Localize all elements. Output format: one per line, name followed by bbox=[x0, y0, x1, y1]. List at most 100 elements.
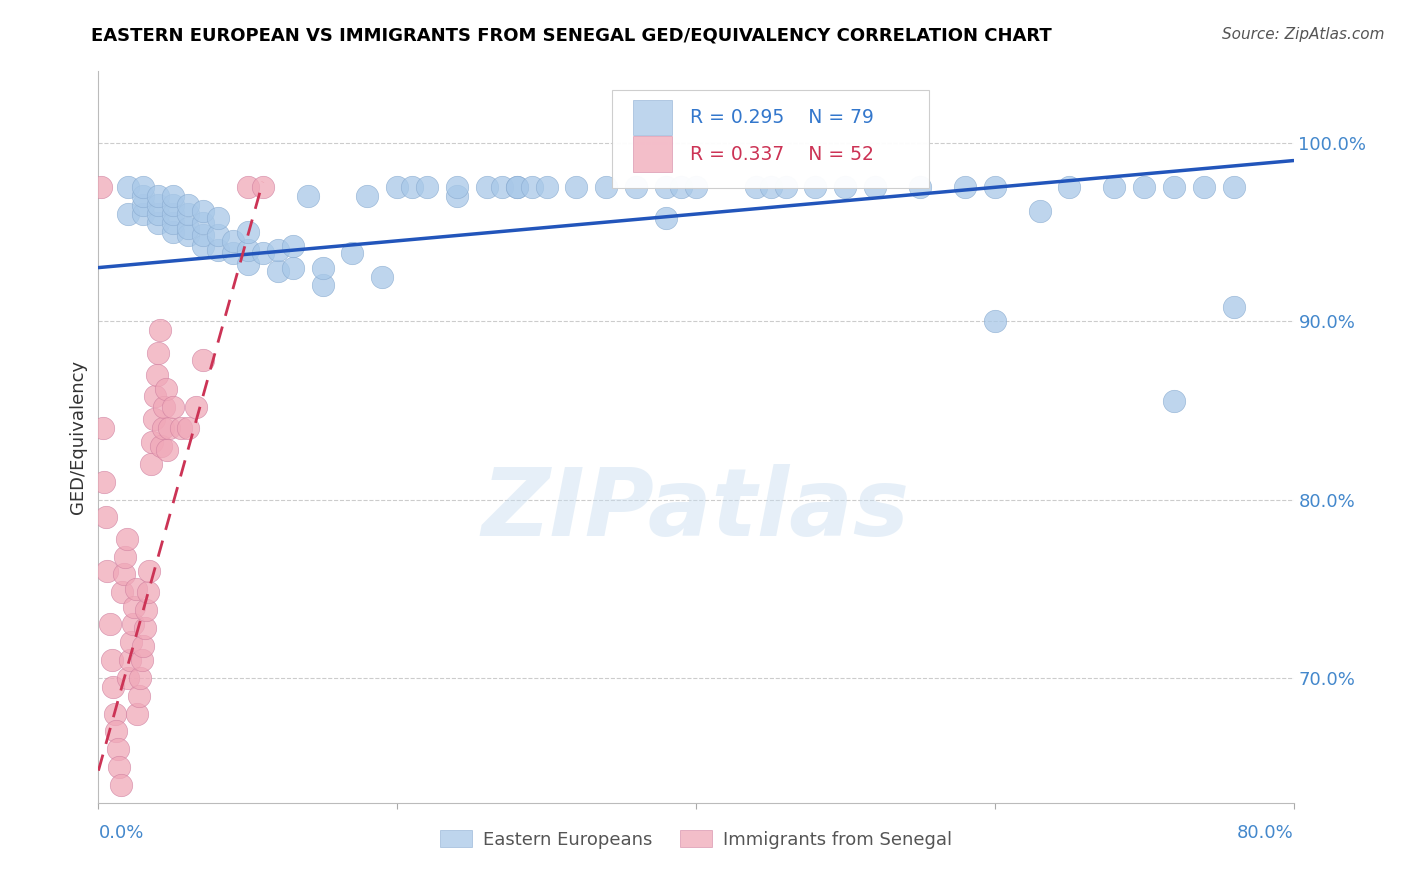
Point bbox=[139, 457, 162, 471]
Point bbox=[98, 617, 122, 632]
Point bbox=[114, 549, 136, 564]
Point bbox=[90, 180, 112, 194]
Point bbox=[145, 368, 167, 382]
Point bbox=[91, 421, 114, 435]
Point bbox=[267, 264, 290, 278]
Point bbox=[94, 510, 117, 524]
Point bbox=[207, 211, 229, 225]
Point bbox=[804, 180, 827, 194]
Point bbox=[150, 439, 173, 453]
Point bbox=[491, 180, 513, 194]
Point bbox=[191, 228, 214, 243]
Point bbox=[252, 246, 274, 260]
Text: EASTERN EUROPEAN VS IMMIGRANTS FROM SENEGAL GED/EQUIVALENCY CORRELATION CHART: EASTERN EUROPEAN VS IMMIGRANTS FROM SENE… bbox=[91, 27, 1052, 45]
Point bbox=[162, 400, 184, 414]
Point bbox=[311, 278, 333, 293]
Point bbox=[371, 269, 394, 284]
Point bbox=[132, 207, 155, 221]
Point bbox=[101, 653, 124, 667]
Point bbox=[177, 198, 200, 212]
Text: 80.0%: 80.0% bbox=[1237, 824, 1294, 842]
Point bbox=[111, 585, 134, 599]
Point bbox=[745, 180, 768, 194]
Text: R = 0.295    N = 79: R = 0.295 N = 79 bbox=[690, 108, 875, 127]
Point bbox=[385, 180, 409, 194]
Point bbox=[1163, 180, 1185, 194]
Point bbox=[446, 189, 468, 203]
Point bbox=[138, 564, 160, 578]
Text: Source: ZipAtlas.com: Source: ZipAtlas.com bbox=[1222, 27, 1385, 42]
Point bbox=[267, 243, 290, 257]
Point bbox=[118, 653, 141, 667]
Point bbox=[236, 257, 259, 271]
Point bbox=[191, 203, 214, 218]
Point bbox=[236, 180, 259, 194]
Point bbox=[311, 260, 333, 275]
Point bbox=[129, 671, 152, 685]
Point bbox=[155, 382, 177, 396]
Point bbox=[103, 680, 125, 694]
Point bbox=[506, 180, 529, 194]
Point bbox=[416, 180, 439, 194]
Point bbox=[222, 234, 245, 248]
Point bbox=[136, 585, 159, 599]
Point bbox=[127, 706, 149, 721]
FancyBboxPatch shape bbox=[633, 136, 672, 171]
Point bbox=[132, 180, 155, 194]
Point bbox=[121, 617, 143, 632]
Point bbox=[162, 207, 184, 221]
Point bbox=[191, 239, 214, 253]
Point bbox=[297, 189, 319, 203]
Point bbox=[134, 621, 156, 635]
Point bbox=[669, 180, 692, 194]
Point bbox=[110, 778, 132, 792]
Point bbox=[655, 211, 678, 225]
Point bbox=[626, 180, 648, 194]
Point bbox=[177, 207, 200, 221]
Text: R = 0.337    N = 52: R = 0.337 N = 52 bbox=[690, 145, 875, 163]
Point bbox=[281, 239, 304, 253]
Point bbox=[565, 180, 588, 194]
Point bbox=[1028, 203, 1050, 218]
Point bbox=[184, 400, 207, 414]
Text: 0.0%: 0.0% bbox=[98, 824, 143, 842]
Point bbox=[177, 228, 200, 243]
Point bbox=[143, 389, 166, 403]
Point bbox=[655, 180, 678, 194]
Point bbox=[908, 180, 931, 194]
Point bbox=[132, 198, 155, 212]
Point bbox=[1223, 180, 1246, 194]
FancyBboxPatch shape bbox=[613, 90, 929, 188]
Point bbox=[115, 532, 138, 546]
Point bbox=[1104, 180, 1126, 194]
Point bbox=[356, 189, 378, 203]
Point bbox=[984, 180, 1007, 194]
Point bbox=[1192, 180, 1215, 194]
Point bbox=[152, 421, 174, 435]
Point bbox=[141, 435, 163, 450]
Point bbox=[536, 180, 558, 194]
Point bbox=[520, 180, 543, 194]
FancyBboxPatch shape bbox=[633, 100, 672, 135]
Point bbox=[207, 243, 229, 257]
Point bbox=[156, 442, 179, 457]
Point bbox=[128, 689, 150, 703]
Point bbox=[125, 582, 148, 596]
Point bbox=[177, 421, 200, 435]
Point bbox=[446, 180, 468, 194]
Point bbox=[191, 353, 214, 368]
Point bbox=[120, 635, 142, 649]
Point bbox=[148, 189, 170, 203]
Point bbox=[132, 639, 155, 653]
Point bbox=[148, 207, 170, 221]
Point bbox=[131, 653, 153, 667]
Point bbox=[157, 421, 180, 435]
Point bbox=[107, 742, 129, 756]
Point bbox=[162, 216, 184, 230]
Point bbox=[236, 243, 259, 257]
Point bbox=[124, 599, 146, 614]
Point bbox=[169, 421, 191, 435]
Point bbox=[135, 603, 157, 617]
Point bbox=[984, 314, 1007, 328]
Point bbox=[281, 260, 304, 275]
